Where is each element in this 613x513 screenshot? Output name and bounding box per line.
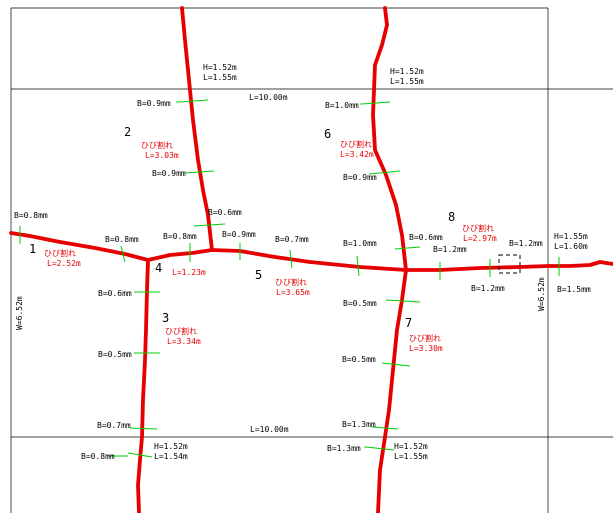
label-b07b: B=0.7mm xyxy=(97,421,131,430)
tick-b10b xyxy=(356,255,360,277)
width-ticks xyxy=(19,99,560,458)
tick-b06a xyxy=(193,223,226,227)
label-b05c: B=0.5mm xyxy=(342,355,376,364)
label-l3: L=1.60m xyxy=(554,242,588,251)
label-b09c: B=0.9mm xyxy=(343,173,377,182)
label-b12c: B=1.2mm xyxy=(471,284,505,293)
label-l2: L=1.55m xyxy=(390,77,424,86)
crack-7 xyxy=(376,268,408,513)
crack-4 xyxy=(146,248,214,262)
crack-label-7: ひび割れ xyxy=(409,333,441,343)
label-w2: W=6.52m xyxy=(15,296,24,330)
crack-length-4: L=1.23m xyxy=(172,268,206,277)
label-w1: W=6.52m xyxy=(537,277,546,311)
label-b05a: B=0.5mm xyxy=(343,299,377,308)
label-b08d: B=0.8mm xyxy=(81,452,115,461)
label-lbot: L=10.00m xyxy=(250,425,289,434)
label-l1: L=1.55m xyxy=(203,73,237,82)
label-h5: H=1.52m xyxy=(394,442,428,451)
crack-8 xyxy=(404,260,613,272)
crack-number-5: 5 xyxy=(255,268,262,282)
crack-lines xyxy=(9,6,613,513)
tick-b05b xyxy=(385,299,421,303)
marker-box xyxy=(498,254,521,274)
crack-label-6: ひび割れ xyxy=(340,139,372,149)
label-b10a: B=1.0mm xyxy=(325,101,359,110)
tick-b08b xyxy=(120,245,126,263)
crack-length-7: L=3.30m xyxy=(409,344,443,353)
label-b08-left: B=0.8mm xyxy=(14,211,48,220)
crack-number-3: 3 xyxy=(162,311,169,325)
crack-length-6: L=3.42m xyxy=(340,150,374,159)
grid-lines xyxy=(10,7,613,513)
label-b08b: B=0.8mm xyxy=(105,235,139,244)
crack-3 xyxy=(136,258,150,513)
label-b08c: B=0.8mm xyxy=(163,232,197,241)
label-b09a: B=0.9mm xyxy=(137,99,171,108)
label-b09b: B=0.9mm xyxy=(152,169,186,178)
tick-b07a xyxy=(289,249,293,269)
label-b06b: B=0.6mm xyxy=(409,233,443,242)
label-b05b: B=0.5mm xyxy=(98,350,132,359)
tick-b09b xyxy=(184,170,215,174)
crack-number-2: 2 xyxy=(124,125,131,139)
crack-length-1: L=2.52m xyxy=(47,259,81,268)
leader-lines xyxy=(108,101,366,457)
crack-number-8: 8 xyxy=(448,210,455,224)
label-b06c: B=0.6mm xyxy=(98,289,132,298)
crack-length-2: L=3.03m xyxy=(145,151,179,160)
label-b15: B=1.5mm xyxy=(557,285,591,294)
label-h3: H=1.55m xyxy=(554,232,588,241)
crack-length-5: L=3.65m xyxy=(276,288,310,297)
crack-number-1: 1 xyxy=(29,242,36,256)
label-b13b: B=1.3mm xyxy=(327,444,361,453)
label-b06a: B=0.6mm xyxy=(208,208,242,217)
label-b07a: B=0.7mm xyxy=(275,235,309,244)
crack-label-1: ひび割れ xyxy=(44,248,76,258)
tick-b08d xyxy=(127,452,153,458)
label-l5: L=1.55m xyxy=(394,452,428,461)
tick-b13b xyxy=(365,446,395,451)
tick-b06b xyxy=(394,246,421,250)
crack-number-6: 6 xyxy=(324,127,331,141)
label-ltop: L=10.00m xyxy=(249,93,288,102)
tick-b10a xyxy=(361,101,391,105)
label-b13a: B=1.3mm xyxy=(342,420,376,429)
crack-number-7: 7 xyxy=(405,316,412,330)
crack-length-8: L=2.97m xyxy=(463,234,497,243)
crack-length-3: L=3.34m xyxy=(167,337,201,346)
crack-label-3: ひび割れ xyxy=(165,326,197,336)
tick-b07b xyxy=(129,427,158,430)
label-b09d: B=0.9mm xyxy=(222,230,256,239)
label-b12b: B=1.2mm xyxy=(433,245,467,254)
crack-label-8: ひび割れ xyxy=(462,223,494,233)
label-h2: H=1.52m xyxy=(390,67,424,76)
label-b12a: B=1.2mm xyxy=(509,239,543,248)
crack-2 xyxy=(180,6,214,252)
label-l4: L=1.54m xyxy=(154,452,188,461)
tick-b13a xyxy=(371,426,399,430)
crack-label-2: ひび割れ xyxy=(141,140,173,150)
tick-b05c xyxy=(381,362,411,367)
crack-label-5: ひび割れ xyxy=(275,277,307,287)
crack-6 xyxy=(371,6,408,272)
label-b10b: B=1.0mm xyxy=(343,239,377,248)
label-h1: H=1.52m xyxy=(203,63,237,72)
tick-b09c xyxy=(368,170,401,175)
tick-b09a xyxy=(179,99,209,103)
crack-5 xyxy=(210,248,408,272)
crack-number-4: 4 xyxy=(155,261,162,275)
label-h4: H=1.52m xyxy=(154,442,188,451)
crack-1 xyxy=(9,231,150,262)
labels: H=1.52m L=1.55m H=1.52m L=1.55m L=10.00m… xyxy=(14,63,591,461)
